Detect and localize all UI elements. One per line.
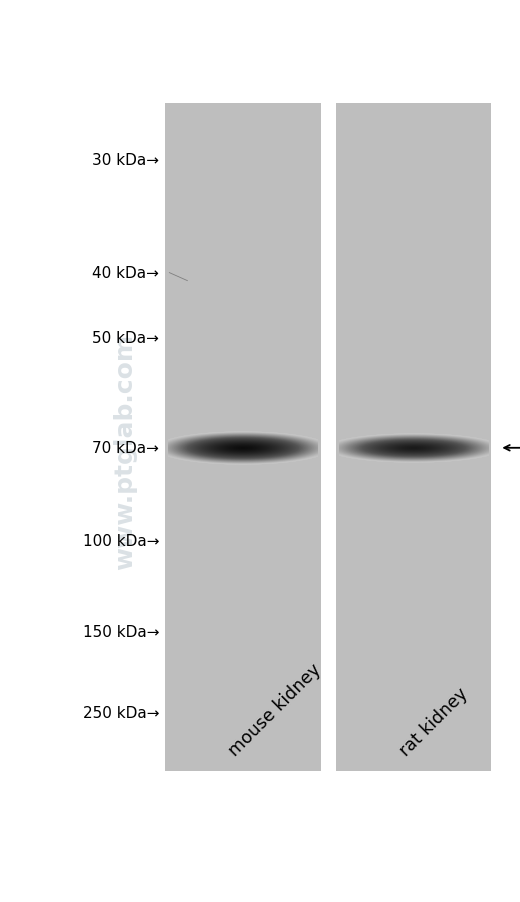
Text: 100 kDa→: 100 kDa→	[83, 534, 159, 548]
Text: rat kidney: rat kidney	[396, 684, 471, 759]
Bar	[165, 104, 320, 771]
Text: 40 kDa→: 40 kDa→	[93, 266, 159, 281]
Text: 250 kDa→: 250 kDa→	[83, 705, 159, 720]
Bar	[336, 104, 491, 771]
Text: mouse kidney: mouse kidney	[225, 660, 324, 759]
Text: 50 kDa→: 50 kDa→	[93, 331, 159, 345]
Text: 70 kDa→: 70 kDa→	[93, 441, 159, 456]
Text: 150 kDa→: 150 kDa→	[83, 624, 159, 639]
Text: 30 kDa→: 30 kDa→	[93, 153, 159, 168]
Text: www.ptglab.com: www.ptglab.com	[113, 333, 137, 569]
